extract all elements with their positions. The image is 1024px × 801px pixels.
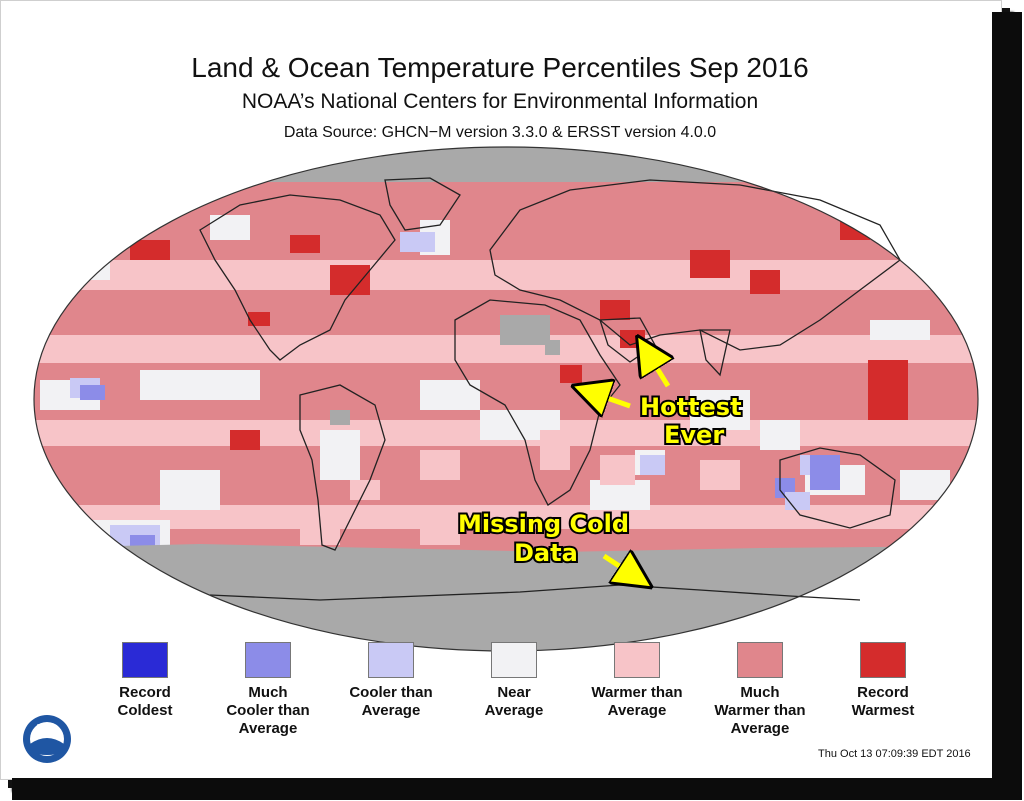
anomaly-cell-record-warmest: [690, 250, 730, 278]
anomaly-cell-warmer: [540, 430, 570, 470]
anomaly-cell-record-warmest: [290, 235, 320, 253]
legend-label: Much Cooler than Average: [226, 684, 310, 737]
legend-label: Record Warmest: [851, 684, 915, 719]
greenland-outline: [384, 177, 461, 231]
missing-text-line2: Data: [514, 539, 578, 567]
noaa-logo: NOAA: [22, 714, 72, 764]
anomaly-cell-near: [210, 215, 250, 240]
arctic-missing: [34, 147, 978, 182]
data-source: Data Source: GHCN−M version 3.3.0 & ERSS…: [283, 124, 717, 141]
anomaly-cell-record-warmest: [230, 430, 260, 450]
anomaly-cell-missing: [545, 340, 560, 355]
anomaly-cell-near: [420, 380, 480, 410]
hottest-callout: Hottest Ever: [590, 352, 744, 451]
world-map: Hottest Ever Missing Cold Data: [33, 146, 979, 652]
noaa-logo-text: NOAA: [37, 723, 58, 731]
arrow-to-arabia: [647, 352, 668, 388]
south-america-outline: [299, 384, 386, 551]
frame-shadow-bottom: [12, 778, 1022, 800]
hottest-text-line2: Ever: [664, 421, 724, 449]
anomaly-cell-cooler: [400, 232, 435, 252]
legend-swatch: [491, 642, 537, 678]
africa-outline: [454, 299, 621, 506]
anomaly-cell-record-warmest: [600, 300, 630, 320]
anomaly-cell-warmer: [700, 460, 740, 490]
antarctica-outline: [209, 584, 861, 601]
legend-item-near: Near Average: [449, 642, 579, 720]
anomaly-cell-record-warmest: [330, 265, 370, 295]
legend-label: Much Warmer than Average: [714, 684, 806, 737]
coastlines: [199, 177, 901, 601]
legend-swatch: [737, 642, 783, 678]
anomaly-cell-near: [690, 390, 750, 430]
anomaly-cell-near: [70, 250, 110, 280]
legend-item-much-cooler: Much Cooler than Average: [203, 642, 333, 738]
anomaly-cell-record-warmest: [560, 365, 582, 383]
arrow-to-antarctica: [602, 556, 636, 577]
north-america-outline: [199, 194, 396, 361]
legend-label: Warmer than Average: [591, 684, 683, 719]
anomaly-cell-warmer: [420, 520, 460, 545]
map-title: Land & Ocean Temperature Percentiles Sep…: [191, 52, 809, 83]
anomaly-cell-missing: [330, 410, 350, 425]
legend-swatch: [245, 642, 291, 678]
anomaly-cell-record-warmest: [130, 240, 170, 260]
anomaly-cell-warmer: [34, 260, 978, 290]
map-subtitle: NOAA’s National Centers for Environmenta…: [241, 90, 759, 113]
anomaly-cell-near: [140, 370, 260, 400]
timestamp: Thu Oct 13 07:09:39 EDT 2016: [818, 748, 971, 760]
anomaly-cell-warmer: [420, 450, 460, 480]
missing-callout: Missing Cold Data: [456, 508, 636, 577]
legend-label: Record Coldest: [117, 684, 173, 719]
anomaly-cell-record-warmest: [750, 270, 780, 294]
legend-label: Cooler than Average: [349, 684, 433, 719]
legend-item-record-warmest: Record Warmest: [818, 642, 948, 720]
legend-item-much-warmer: Much Warmer than Average: [695, 642, 825, 738]
anomaly-cell-warmer: [600, 455, 635, 485]
legend-swatch: [614, 642, 660, 678]
india-outline: [699, 329, 731, 377]
legend-swatch: [368, 642, 414, 678]
anomaly-cell-record-warmest: [868, 360, 908, 420]
anomaly-cell-cooler: [640, 455, 665, 475]
anomaly-cell-near: [760, 420, 800, 450]
anomaly-cell-near: [160, 470, 220, 510]
eurasia-outline: [489, 179, 901, 351]
legend-item-record-coldest: Record Coldest: [80, 642, 210, 720]
legend-swatch: [122, 642, 168, 678]
anomaly-cell-near: [870, 320, 930, 340]
anomaly-cell-cooler: [785, 492, 810, 510]
anomaly-cell-much-cooler: [80, 385, 105, 400]
legend-label: Near Average: [484, 684, 544, 719]
frame-shadow-right: [992, 12, 1022, 800]
anomaly-cell-missing: [500, 315, 550, 345]
legend-swatch: [860, 642, 906, 678]
legend-item-cooler: Cooler than Average: [326, 642, 456, 720]
anomaly-cells: [34, 215, 978, 550]
arrow-to-africa: [590, 392, 631, 406]
missing-text-line1: Missing Cold: [458, 510, 629, 538]
hottest-text-line1: Hottest: [640, 393, 742, 421]
noaa-seal-icon: NOAA: [23, 715, 71, 763]
anomaly-cell-near: [320, 430, 360, 480]
anomaly-cell-much-cooler: [810, 455, 840, 490]
map-body: [34, 147, 978, 651]
legend-item-warmer: Warmer than Average: [572, 642, 702, 720]
australia-outline: [779, 447, 896, 529]
anomaly-cell-record-warmest: [248, 312, 270, 326]
